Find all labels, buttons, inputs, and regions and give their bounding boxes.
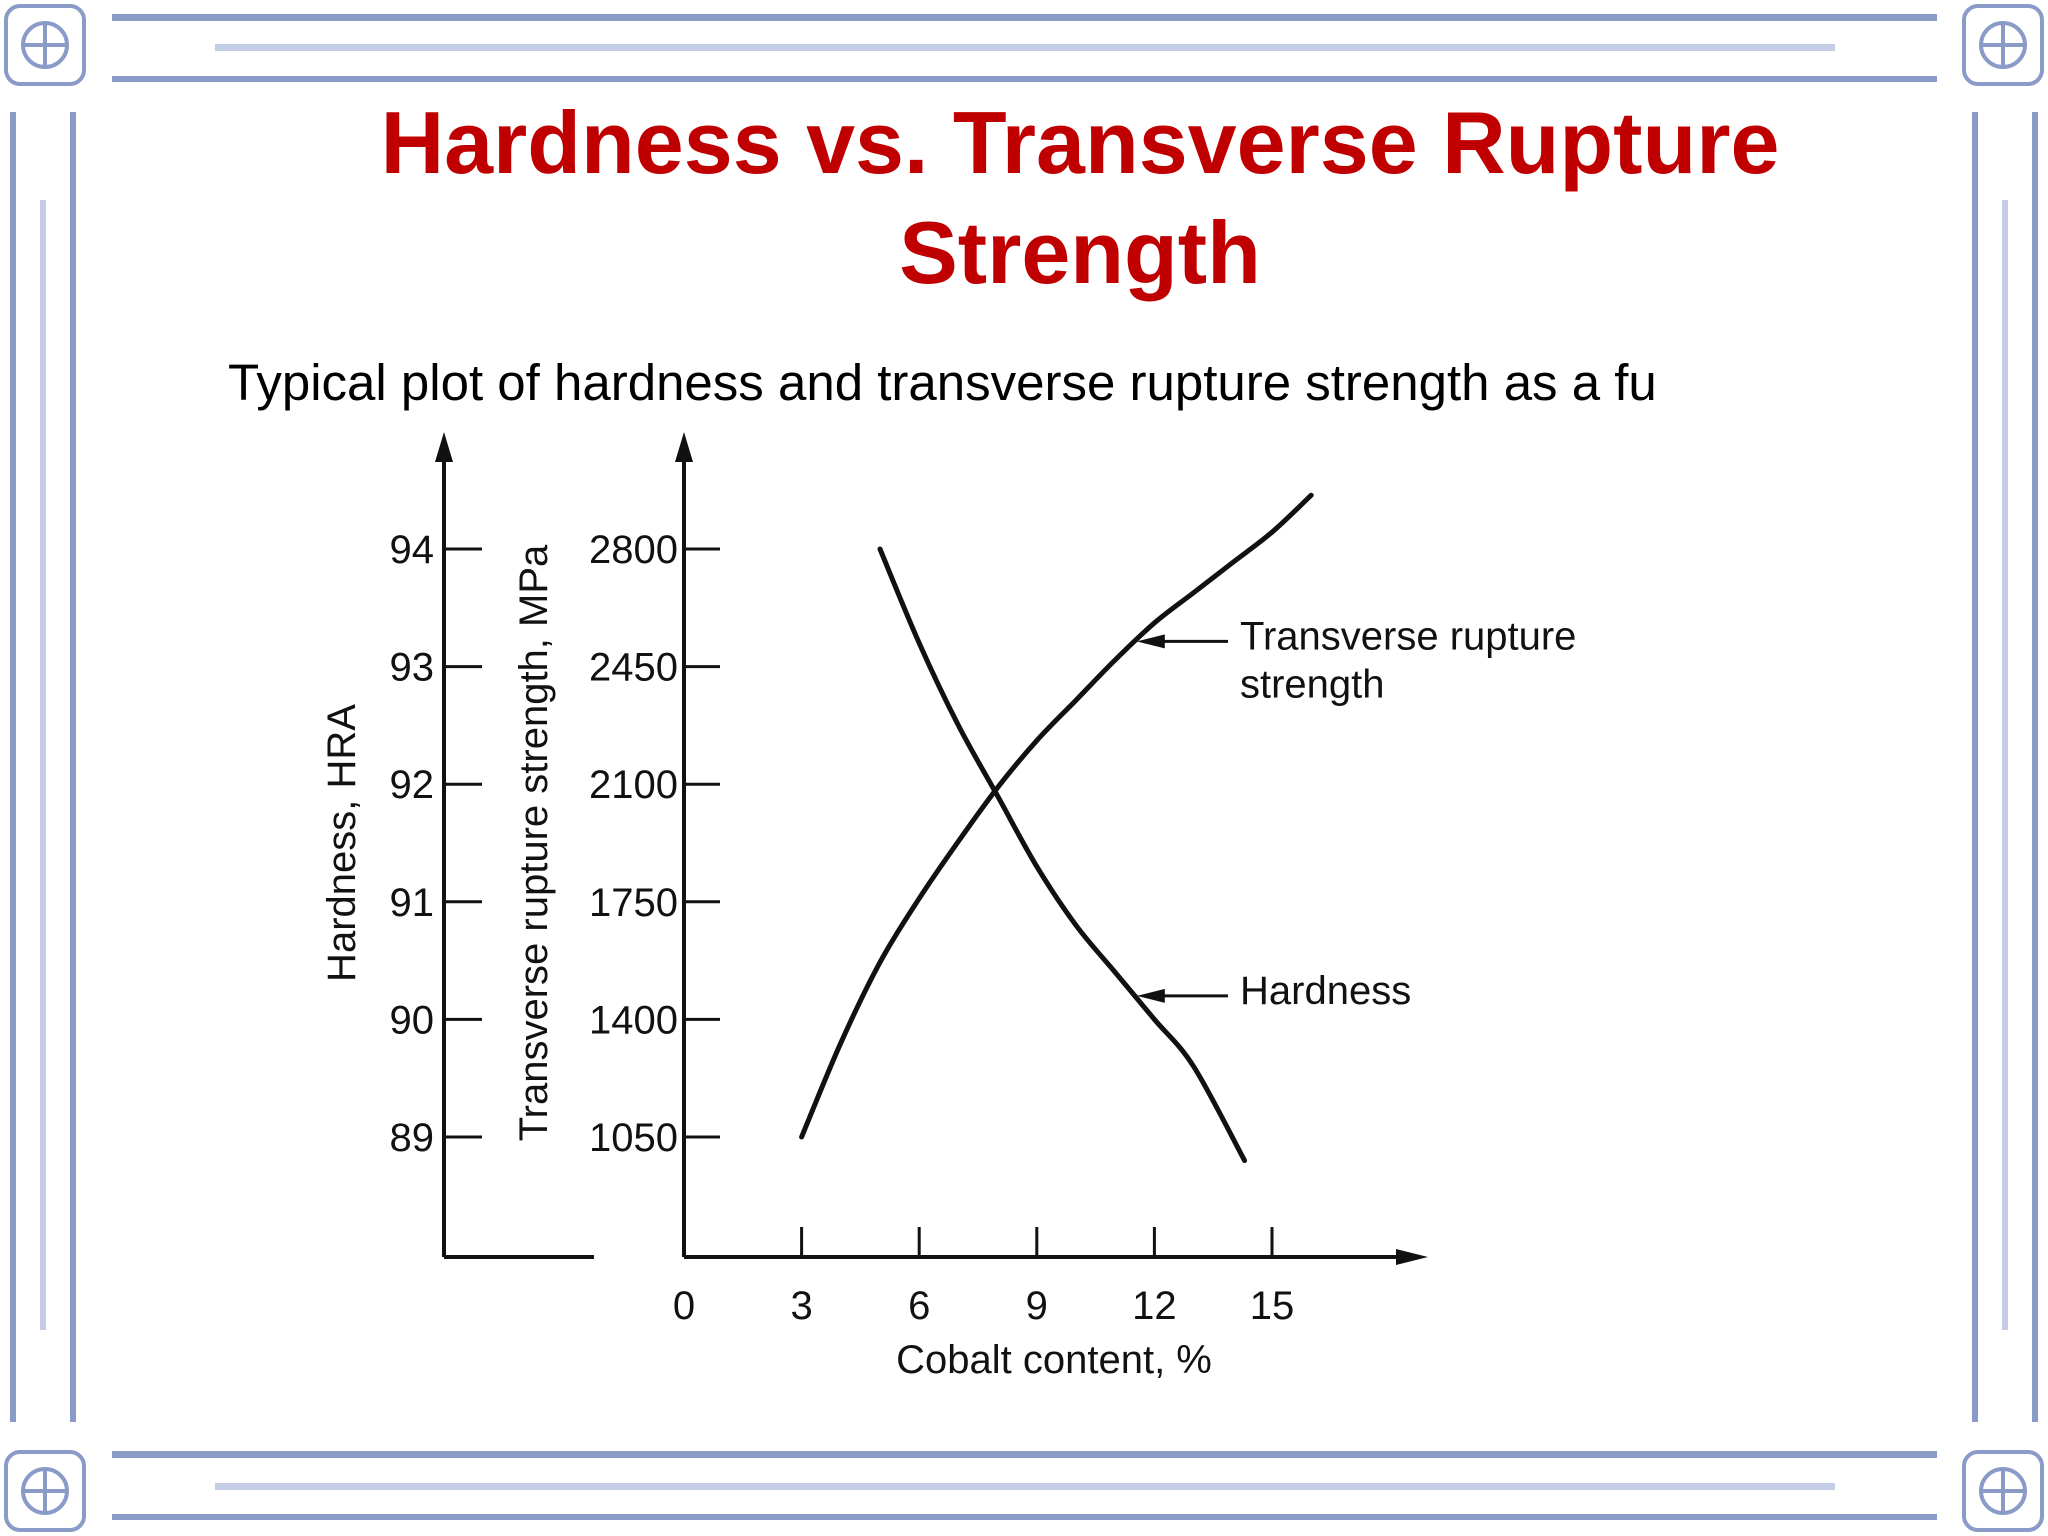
strength-tick-label: 2100: [589, 763, 678, 807]
corner-ornament-bottom-right: [1962, 1450, 2044, 1532]
corner-ornament-top-right: [1962, 4, 2044, 86]
cobalt-axis-label: Cobalt content, %: [896, 1338, 1212, 1382]
strength-axis-arrow: [675, 432, 693, 462]
hardness-axis-label: Hardness, HRA: [320, 704, 364, 982]
slide-title: Hardness vs. Transverse Rupture Strength: [380, 93, 1780, 302]
cobalt-axis-arrow: [1396, 1249, 1428, 1265]
strength-tick-label: 1400: [589, 998, 678, 1042]
annotation-arrowhead-hardness: [1136, 988, 1165, 1003]
slide-body-text: Typical plot of hardness and transverse …: [228, 354, 1657, 411]
series-line-transverse-rupture-strength: [799, 492, 1314, 1140]
frame-right-lines: [1972, 112, 2038, 1422]
annotation-arrowhead-transverse-rupture-strength: [1136, 634, 1165, 649]
cobalt-tick-label: 12: [1132, 1284, 1177, 1328]
cobalt-tick-label: 15: [1250, 1284, 1295, 1328]
chart-background: [296, 425, 1426, 1385]
cobalt-tick-label: 9: [1026, 1284, 1048, 1328]
strength-tick-label: 1750: [589, 881, 678, 925]
hardness-tick-label: 94: [390, 528, 435, 572]
strength-tick-label: 2450: [589, 646, 678, 690]
hardness-tick-label: 89: [390, 1116, 435, 1160]
hardness-tick-label: 91: [390, 881, 435, 925]
annotation-label-transverse-rupture-strength: Transverse rupture: [1240, 614, 1576, 658]
hardness-tick-label: 92: [390, 763, 435, 807]
corner-ornament-bottom-left: [4, 1450, 86, 1532]
cobalt-tick-label: 3: [790, 1284, 812, 1328]
corner-ornament-top-left: [4, 4, 86, 86]
frame-bottom-lines: [112, 1451, 1937, 1520]
strength-axis-label: Transverse rupture strength, MPa: [512, 544, 556, 1141]
strength-tick-label: 1050: [589, 1116, 678, 1160]
series-line-hardness: [877, 546, 1248, 1164]
frame-top-lines: [112, 14, 1937, 82]
cobalt-tick-label: 6: [908, 1284, 930, 1328]
hardness-axis-arrow: [435, 432, 453, 462]
annotation-label-hardness: Hardness: [1240, 969, 1411, 1013]
annotation-label-transverse-rupture-strength: strength: [1240, 662, 1385, 706]
hardness-tick-label: 93: [390, 646, 435, 690]
strength-tick-label: 2800: [589, 528, 678, 572]
hardness-tick-label: 90: [390, 998, 435, 1042]
frame-left-lines: [10, 112, 76, 1422]
cobalt-tick-label: 0: [673, 1284, 695, 1328]
